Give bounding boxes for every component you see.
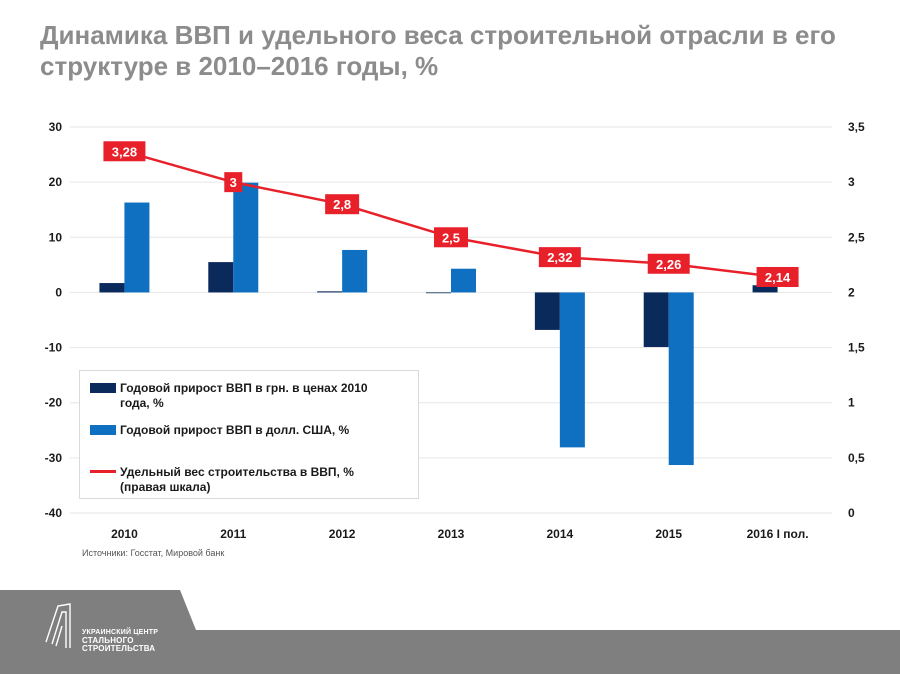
chart-title: Динамика ВВП и удельного веса строительн…	[40, 20, 836, 81]
data-label: 2,5	[442, 230, 460, 245]
data-label-box	[647, 253, 690, 274]
data-label: 2,8	[333, 197, 351, 212]
footer-band	[0, 590, 900, 674]
bar-gdp-uah	[99, 283, 125, 293]
data-label-box	[538, 247, 581, 268]
data-label: 3,28	[112, 144, 137, 159]
left-axis-tick-label: -10	[45, 341, 63, 355]
left-axis-tick-label: -40	[45, 506, 63, 520]
bar-gdp-usd	[233, 182, 259, 293]
x-axis-tick-label: 2012	[329, 527, 356, 541]
bar-gdp-usd	[668, 292, 694, 466]
x-axis-tick-label: 2014	[547, 527, 574, 541]
data-label: 2,32	[547, 250, 572, 265]
legend-swatch-dark-bar	[90, 383, 116, 393]
right-axis-tick-label: 1	[848, 396, 855, 410]
data-label: 2,14	[765, 270, 791, 285]
legend-swatch-blue-bar	[90, 425, 116, 435]
left-axis-tick-label: 20	[49, 175, 63, 189]
data-label-box	[434, 227, 468, 248]
right-axis-tick-label: 1,5	[848, 341, 865, 355]
logo-text: УКРАИНСКИЙ ЦЕНТР СТАЛЬНОГО СТРОИТЕЛЬСТВА	[82, 629, 158, 653]
x-axis-tick-label: 2010	[111, 527, 138, 541]
bar-gdp-uah	[643, 292, 669, 348]
bar-gdp-uah	[534, 292, 560, 330]
bar-gdp-usd	[559, 292, 585, 448]
logo-icon	[45, 603, 71, 648]
right-axis-tick-label: 2,5	[848, 230, 865, 244]
bar-gdp-uah	[752, 285, 778, 293]
bar-gdp-usd	[342, 249, 368, 293]
x-axis-tick-label: 2015	[655, 527, 682, 541]
bar-gdp-usd	[124, 202, 150, 293]
legend-label: Удельный вес строительства в ВВП, % (пра…	[120, 465, 354, 494]
legend-swatch-red-line	[90, 470, 116, 473]
left-axis-tick-label: 0	[55, 285, 62, 299]
bar-gdp-uah	[426, 292, 451, 294]
right-axis-tick-label: 0	[848, 506, 855, 520]
right-axis-tick-label: 0,5	[848, 451, 865, 465]
right-axis-tick-label: 2	[848, 285, 855, 299]
x-axis-tick-label: 2011	[220, 527, 246, 541]
right-axis-tick-label: 3	[848, 175, 855, 189]
chart-legend: Годовой прирост ВВП в грн. в ценах 2010 …	[79, 370, 419, 499]
data-label-box	[103, 141, 146, 162]
logo-line: СТРОИТЕЛЬСТВА	[82, 644, 156, 653]
bar-gdp-uah	[208, 262, 234, 293]
data-label: 3	[230, 175, 237, 190]
left-axis-tick-label: 10	[49, 230, 63, 244]
x-axis-tick-label: 2016 I пол.	[747, 527, 809, 541]
right-axis-tick-label: 3,5	[848, 120, 865, 134]
legend-label: Годовой прирост ВВП в долл. США, %	[120, 423, 350, 437]
data-label-box	[224, 172, 243, 193]
bar-gdp-usd	[451, 268, 476, 293]
source-note: Источники: Госстат, Мировой банк	[82, 548, 225, 558]
left-axis-tick-label: 30	[49, 120, 63, 134]
data-label-box	[325, 194, 360, 215]
legend-label: Годовой прирост ВВП в грн. в ценах 2010 …	[120, 381, 368, 410]
bar-gdp-uah	[317, 291, 343, 293]
left-axis-tick-label: -20	[45, 396, 63, 410]
x-axis-tick-label: 2013	[438, 527, 465, 541]
left-axis-tick-label: -30	[45, 451, 63, 465]
logo-line: УКРАИНСКИЙ ЦЕНТР	[82, 629, 159, 636]
data-label-box	[756, 266, 799, 287]
data-label: 2,26	[656, 257, 681, 272]
logo-line: СТАЛЬНОГО	[82, 636, 134, 645]
